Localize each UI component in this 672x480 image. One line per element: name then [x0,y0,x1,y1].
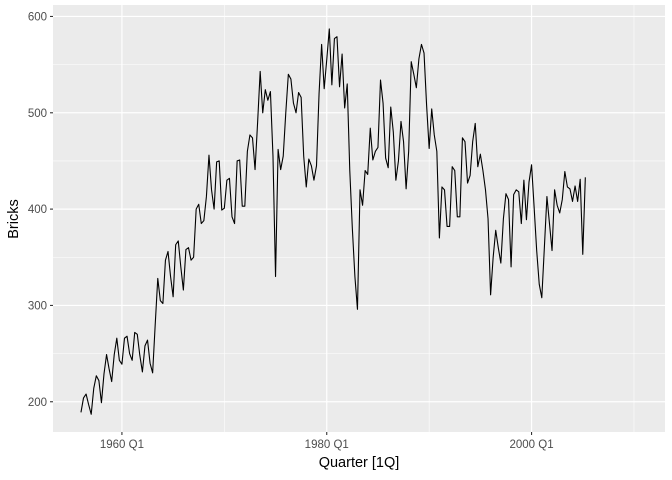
y-axis-title: Bricks [6,199,22,239]
x-axis-title: Quarter [1Q] [318,455,400,471]
x-axis-tick-label: 1960 Q1 [100,439,144,451]
y-axis-tick-label: 500 [28,108,47,120]
y-axis-tick-label: 200 [28,397,47,409]
x-axis-tick-label: 2000 Q1 [509,439,553,451]
x-axis-tick-label: 1980 Q1 [305,439,349,451]
y-axis-tick-label: 400 [28,204,47,216]
data-series-line [80,28,586,415]
y-axis-tick-label: 300 [28,300,47,312]
y-axis-tick-label: 600 [28,11,47,23]
